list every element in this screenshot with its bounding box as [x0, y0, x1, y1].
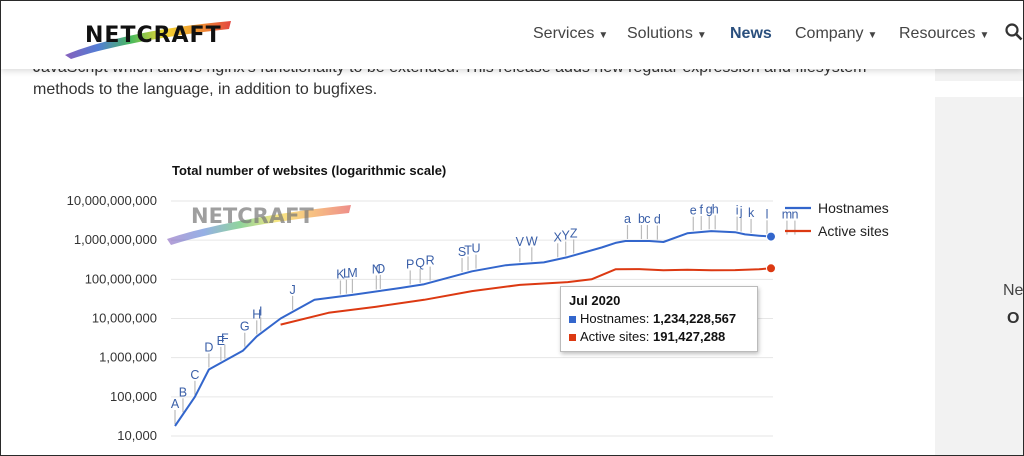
annotation-label: Q — [415, 256, 425, 270]
nav-solutions[interactable]: Solutions ▼ — [627, 25, 707, 43]
chart-tooltip: Jul 2020 Hostnames: 1,234,228,567 Active… — [560, 286, 758, 352]
annotation-label: X — [554, 230, 563, 244]
annotation-label: a — [624, 212, 631, 226]
tooltip-value: 1,234,228,567 — [653, 311, 737, 326]
tooltip-row-active: Active sites: 191,427,288 — [569, 329, 725, 344]
chart-title: Total number of websites (logarithmic sc… — [172, 163, 446, 178]
nav-company[interactable]: Company ▼ — [795, 25, 877, 43]
annotation-label: G — [240, 320, 250, 334]
annotation-label: e — [690, 204, 697, 218]
annotation-label: L — [343, 267, 350, 281]
logo-swoosh-icon — [65, 21, 231, 59]
chart-legend[interactable]: Hostnames Active sites — [785, 200, 889, 239]
annotation-label: m — [782, 208, 792, 222]
legend-label[interactable]: Hostnames — [818, 200, 889, 216]
hostnames-line[interactable] — [174, 230, 772, 427]
annotation-label: j — [739, 205, 743, 219]
annotation-label: I — [259, 304, 262, 318]
annotation-label: g — [706, 202, 713, 216]
annotation-label: N — [372, 262, 381, 276]
annotation-label: c — [644, 212, 650, 226]
search-icon[interactable] — [1005, 23, 1023, 46]
annotation-label: Z — [570, 226, 578, 240]
logo-text: NETCRAFT — [85, 23, 222, 48]
nav-services-label: Services — [533, 25, 595, 42]
annotation-label: f — [699, 203, 703, 217]
caret-down-icon: ▼ — [867, 30, 878, 41]
hostnames-end-point[interactable] — [766, 231, 776, 242]
watermark-text: NETCRAFT — [191, 204, 314, 228]
y-axis-ticks: 10,000 100,000 1,000,000 10,000,000 100,000,… — [67, 193, 157, 443]
active-sites-line[interactable] — [280, 267, 772, 326]
y-tick-label: 10,000,000,000 — [67, 193, 157, 208]
annotation-label: H — [252, 307, 261, 321]
y-tick-label: 1,000,000,000 — [74, 232, 157, 247]
caret-down-icon: ▼ — [598, 30, 609, 41]
caret-down-icon: ▼ — [696, 30, 707, 41]
annotation-label: D — [204, 340, 213, 354]
annotation-label: K — [336, 267, 345, 281]
annotation-label: d — [654, 213, 661, 227]
nav-company-label: Company — [795, 25, 864, 42]
annotation-label: n — [791, 208, 798, 222]
tooltip-title: Jul 2020 — [569, 293, 621, 308]
annotation-label: C — [190, 368, 199, 382]
sidebar-text-1: Ne — [1003, 282, 1024, 299]
annotation-label: M — [347, 266, 357, 280]
hostnames-swatch-icon — [569, 316, 576, 323]
nav-news[interactable]: News — [730, 25, 772, 43]
tooltip-label: Hostnames: — [580, 311, 650, 326]
article-line-2: methods to the language, in addition to … — [33, 81, 378, 98]
nav-news-label: News — [730, 25, 772, 42]
y-tick-label: 10,000,000 — [92, 311, 157, 326]
nav-solutions-label: Solutions — [627, 25, 693, 42]
active-sites-end-point[interactable] — [766, 263, 776, 274]
annotation-label: F — [221, 332, 229, 346]
nav-resources[interactable]: Resources ▼ — [899, 25, 989, 43]
annotation-label: T — [464, 243, 472, 257]
annotation-label: V — [516, 235, 525, 249]
y-tick-label: 100,000 — [110, 389, 157, 404]
annotation-label: J — [289, 283, 295, 297]
annotation-label: A — [171, 397, 180, 411]
annotation-label: k — [748, 206, 755, 220]
netcraft-logo[interactable]: NETCRAFT — [63, 15, 233, 59]
annotation-label: i — [736, 204, 739, 218]
tooltip-label: Active sites: — [580, 329, 650, 344]
tooltip-value: 191,427,288 — [652, 329, 726, 344]
annotation-label: E — [217, 334, 225, 348]
annotation-label: h — [712, 202, 719, 216]
annotation-label: W — [526, 234, 538, 248]
sidebar-text-2: O — [1007, 310, 1020, 327]
y-tick-label: 1,000,000 — [99, 350, 157, 365]
annotation-label: Y — [562, 229, 571, 243]
annotation-label: B — [179, 385, 187, 399]
search-glyph-icon — [1005, 23, 1023, 41]
annotation-label: l — [766, 207, 769, 221]
gridlines — [171, 200, 773, 437]
annotation-label: R — [426, 254, 435, 268]
legend-label[interactable]: Active sites — [818, 223, 889, 239]
y-tick-label: 10,000 — [117, 428, 157, 443]
caret-down-icon: ▼ — [979, 30, 990, 41]
annotation-label: b — [638, 212, 645, 226]
websites-line-chart[interactable]: Total number of websites (logarithmic sc… — [1, 1, 935, 456]
annotation-label: U — [471, 242, 480, 256]
sidebar-top-panel — [935, 69, 1023, 81]
nav-resources-label: Resources — [899, 25, 976, 42]
annotation-label: S — [458, 245, 466, 259]
active-swatch-icon — [569, 334, 576, 341]
chart-watermark: NETCRAFT — [167, 204, 351, 245]
annotation-label: P — [406, 257, 414, 271]
sidebar-panel — [935, 97, 1023, 455]
annotation-label: O — [375, 262, 385, 276]
nav-services[interactable]: Services ▼ — [533, 25, 608, 43]
tooltip-row-hostnames: Hostnames: 1,234,228,567 — [569, 311, 736, 326]
site-header: NETCRAFT Services ▼ Solutions ▼ News Compa… — [1, 1, 1023, 69]
series-lines — [174, 230, 776, 427]
y-tick-label: 100,000,000 — [85, 271, 157, 286]
